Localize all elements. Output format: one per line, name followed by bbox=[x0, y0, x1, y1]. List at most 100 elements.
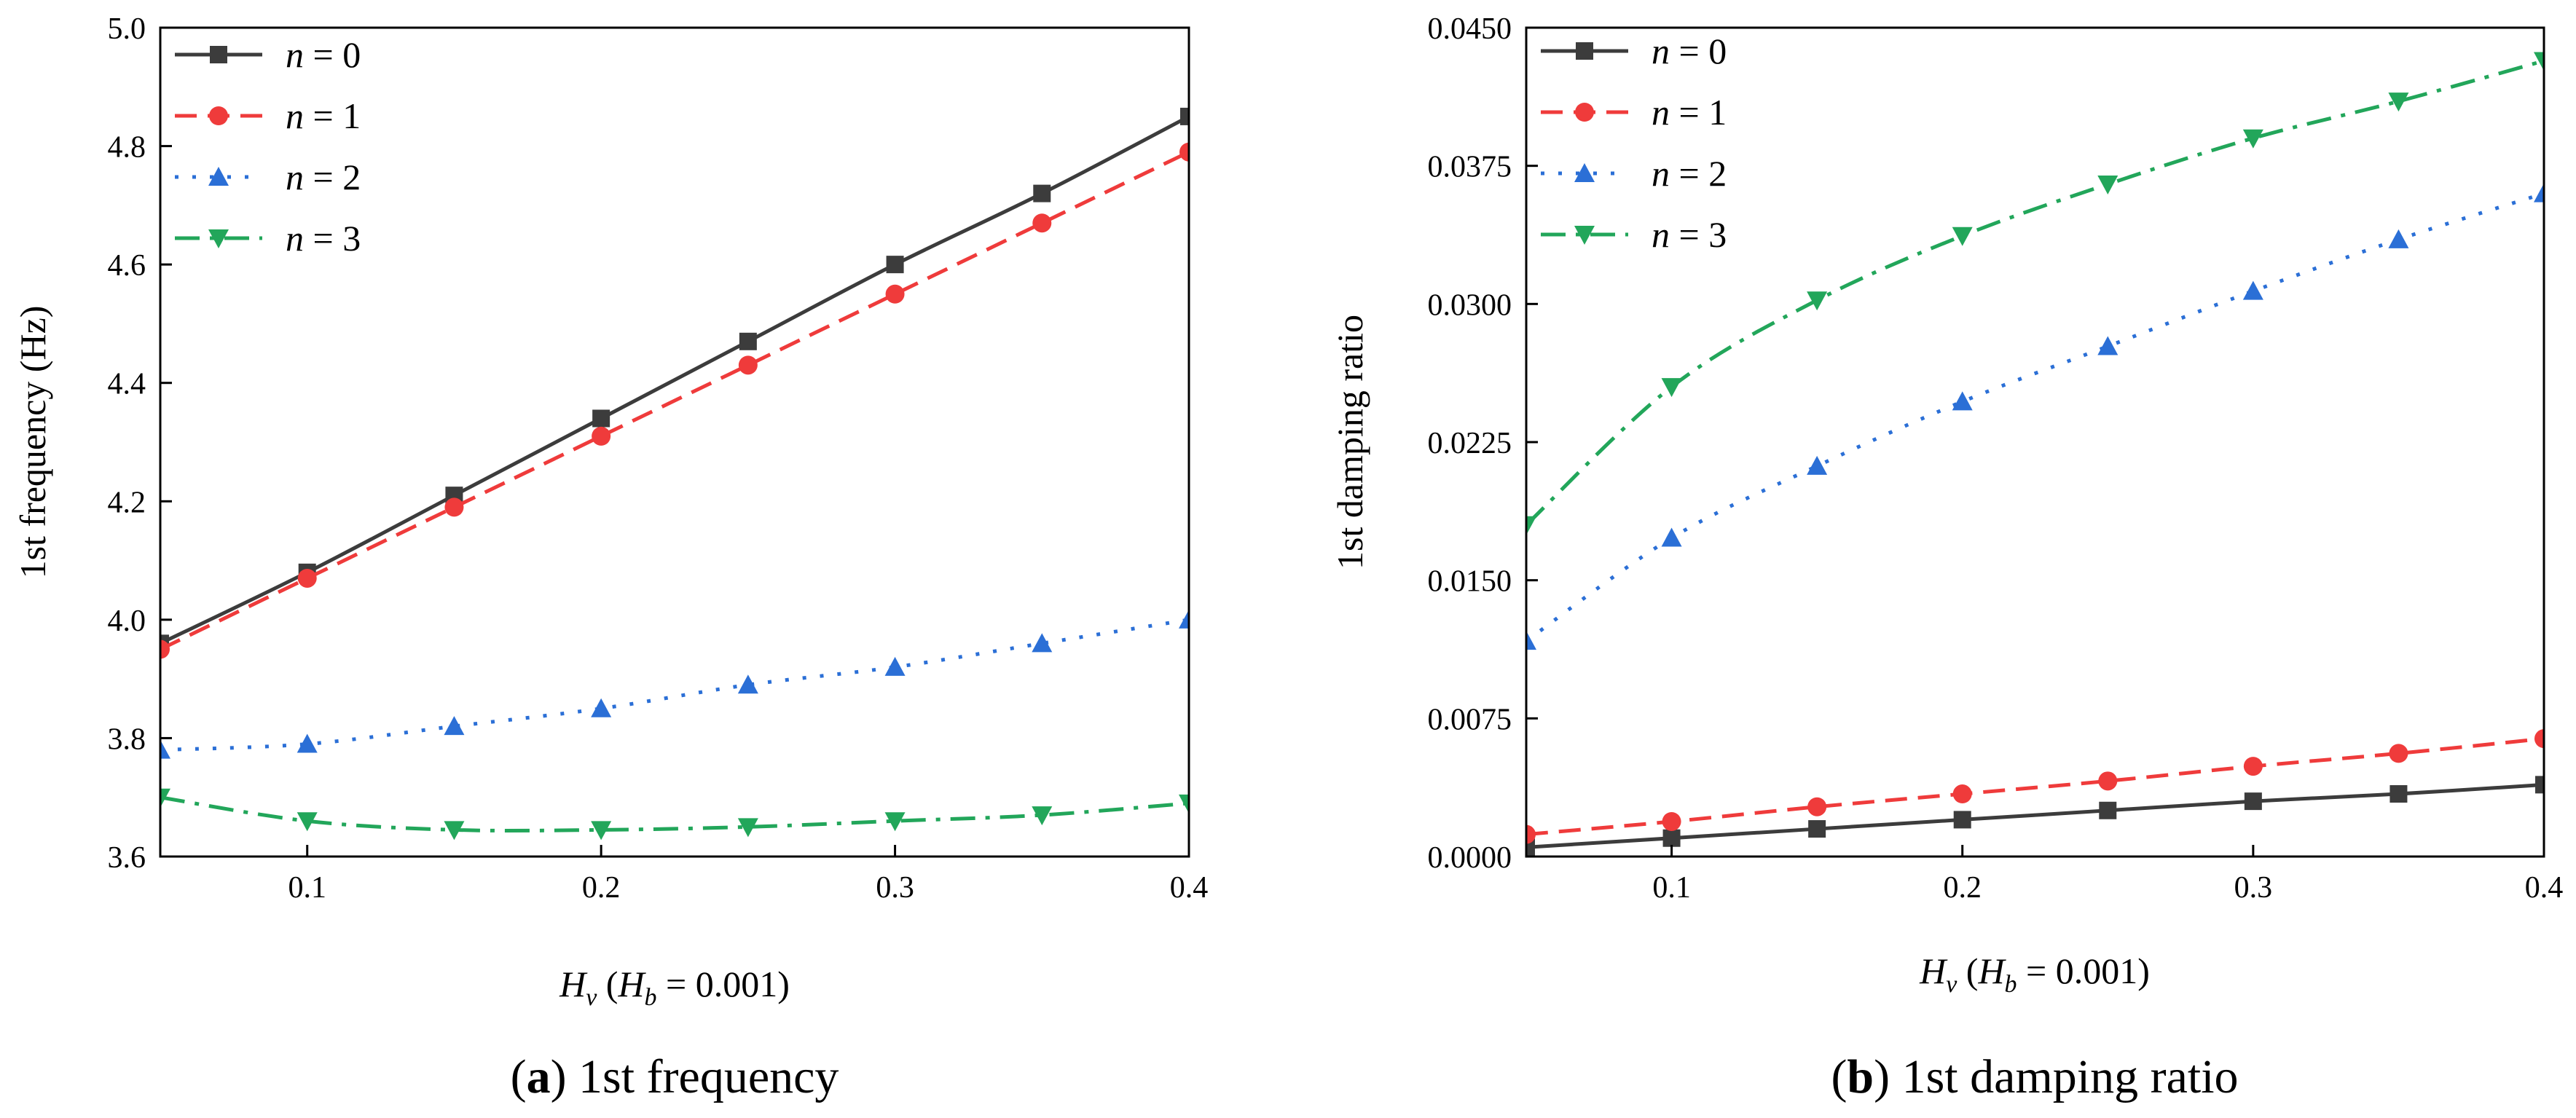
y-tick-label: 0.0225 bbox=[1428, 427, 1512, 460]
data-point-n3 bbox=[737, 818, 758, 838]
y-tick-label: 0.0075 bbox=[1428, 703, 1512, 736]
y-tick-label: 0.0450 bbox=[1428, 12, 1512, 46]
series-layer bbox=[160, 107, 1189, 841]
legend-item-n3: n = 3 bbox=[1541, 214, 1727, 255]
legend-item-n3: n = 3 bbox=[175, 218, 361, 259]
data-point-n2 bbox=[1032, 633, 1053, 653]
data-point-n3 bbox=[2242, 129, 2263, 149]
data-point-n2 bbox=[2534, 183, 2544, 202]
data-point-n1 bbox=[1662, 811, 1681, 831]
data-point-n3 bbox=[1807, 291, 1828, 311]
series-line-n1 bbox=[160, 150, 1189, 651]
series-line-n1 bbox=[1526, 736, 2544, 837]
y-tick-label: 4.6 bbox=[108, 249, 146, 283]
data-point-n2 bbox=[1952, 391, 1973, 411]
data-point-n1 bbox=[2243, 757, 2263, 776]
data-point-n3 bbox=[884, 812, 906, 832]
data-point-n2 bbox=[1526, 631, 1536, 650]
data-point-n3 bbox=[1526, 516, 1536, 535]
legend-label: n = 0 bbox=[1652, 31, 1727, 71]
panel-caption: (b) 1st damping ratio bbox=[1831, 1050, 2238, 1103]
data-point-n2 bbox=[884, 656, 906, 676]
x-tick-label: 0.1 bbox=[1652, 871, 1691, 905]
data-point-n1 bbox=[2098, 771, 2118, 791]
legend-marker bbox=[208, 229, 229, 248]
data-point-n3 bbox=[2534, 52, 2544, 71]
data-point-n3 bbox=[1179, 794, 1189, 814]
plot-frame bbox=[1525, 26, 2545, 858]
data-point-n1 bbox=[885, 284, 905, 304]
data-point-n2 bbox=[591, 698, 612, 717]
series-line-n3 bbox=[160, 795, 1189, 832]
plot-frame bbox=[159, 26, 1190, 858]
data-point-n2 bbox=[2242, 280, 2263, 300]
x-tick-label: 0.4 bbox=[2525, 871, 2564, 905]
x-tick-label: 0.1 bbox=[288, 871, 326, 905]
y-tick-label: 4.8 bbox=[108, 131, 146, 165]
panel-caption: (a) 1st frequency bbox=[511, 1050, 839, 1103]
data-point-n2 bbox=[444, 716, 465, 736]
data-point-n1 bbox=[444, 497, 464, 517]
data-point-n3 bbox=[1032, 806, 1053, 826]
data-point-n2 bbox=[1661, 527, 1682, 547]
data-point-n3 bbox=[2097, 175, 2118, 194]
legend-label: n = 2 bbox=[1652, 153, 1727, 194]
axis-ticks: 0.1 0.2 0.3 0.4 3.6 3.8 4.0 4.2 4.4 4.6 4.8 5.0 bbox=[108, 12, 1209, 905]
data-point-n2 bbox=[2388, 229, 2409, 248]
series-line-n2 bbox=[1526, 192, 2544, 643]
data-point-n1 bbox=[1952, 784, 1972, 804]
y-axis-label: 1st frequency (Hz) bbox=[12, 306, 53, 579]
data-point-n1 bbox=[738, 355, 758, 375]
data-point-n0 bbox=[2535, 776, 2544, 794]
x-tick-label: 0.2 bbox=[1943, 871, 1982, 905]
legend-marker bbox=[1576, 42, 1593, 60]
data-point-n0 bbox=[1953, 811, 1971, 829]
legend-label: n = 3 bbox=[286, 218, 361, 259]
data-point-n3 bbox=[1661, 378, 1682, 398]
legend-marker bbox=[1575, 103, 1594, 122]
data-point-n1 bbox=[1526, 824, 1536, 844]
y-tick-label: 4.4 bbox=[108, 368, 146, 401]
y-tick-label: 3.6 bbox=[108, 841, 146, 875]
data-point-n0 bbox=[1662, 829, 1681, 847]
legend-label: n = 2 bbox=[286, 157, 361, 197]
legend-label: n = 0 bbox=[286, 34, 361, 75]
x-axis-label: Hv (Hb = 0.001) bbox=[1919, 950, 2150, 998]
data-point-n3 bbox=[444, 821, 465, 841]
data-point-n2 bbox=[2097, 336, 2118, 355]
legend-marker bbox=[1574, 163, 1595, 182]
data-point-n2 bbox=[1807, 455, 1828, 475]
y-tick-label: 0.0375 bbox=[1428, 151, 1512, 184]
x-tick-label: 0.3 bbox=[2234, 871, 2273, 905]
data-point-n3 bbox=[1952, 227, 1973, 246]
data-point-n0 bbox=[2390, 785, 2408, 803]
x-axis-label: Hv (Hb = 0.001) bbox=[559, 964, 790, 1011]
legend-label: n = 3 bbox=[1652, 214, 1727, 255]
data-point-n1 bbox=[2389, 744, 2408, 763]
data-point-n1 bbox=[297, 568, 317, 588]
data-point-n0 bbox=[2099, 801, 2117, 819]
axis-ticks: 0.1 0.2 0.3 0.4 0.0000 0.0075 0.0150 0.0225 0.03… bbox=[1428, 12, 2564, 905]
legend: n = 0 n = 1 n = 2 n = 3 bbox=[175, 34, 361, 259]
legend-label: n = 1 bbox=[286, 95, 361, 136]
data-point-n3 bbox=[2388, 92, 2409, 112]
y-tick-label: 0.0150 bbox=[1428, 565, 1512, 599]
series-line-n0 bbox=[160, 114, 1189, 645]
y-tick-label: 4.2 bbox=[108, 486, 146, 519]
data-point-n3 bbox=[297, 812, 318, 832]
data-point-n2 bbox=[297, 733, 318, 753]
x-tick-label: 0.2 bbox=[582, 871, 621, 905]
legend-item-n0: n = 0 bbox=[175, 34, 361, 75]
data-point-n1 bbox=[592, 426, 611, 446]
data-point-n0 bbox=[2244, 792, 2262, 811]
data-point-n1 bbox=[1179, 142, 1189, 162]
y-tick-label: 5.0 bbox=[108, 12, 146, 46]
legend-item-n0: n = 0 bbox=[1541, 31, 1727, 71]
data-point-n0 bbox=[1808, 820, 1826, 838]
y-tick-label: 0.0300 bbox=[1428, 288, 1512, 322]
data-point-n2 bbox=[1179, 609, 1189, 629]
data-point-n0 bbox=[592, 409, 610, 428]
legend-item-n2: n = 2 bbox=[175, 157, 361, 197]
legend-item-n1: n = 1 bbox=[1541, 92, 1727, 133]
